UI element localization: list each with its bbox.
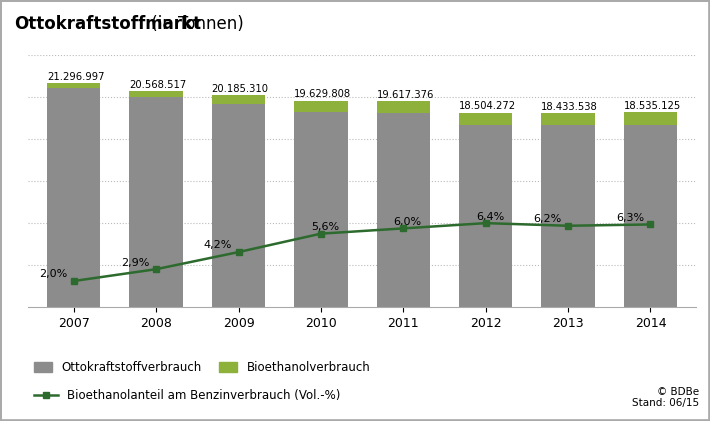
Text: 18.504.272: 18.504.272	[459, 101, 516, 111]
Bar	[47, 83, 101, 88]
Legend: Bioethanolanteil am Benzinverbrauch (Vol.-%): Bioethanolanteil am Benzinverbrauch (Vol…	[34, 389, 341, 402]
Bar	[376, 113, 430, 307]
Text: 20.185.310: 20.185.310	[212, 84, 268, 93]
Bar	[459, 112, 513, 125]
Text: 20.568.517: 20.568.517	[129, 80, 187, 90]
Text: 21.296.997: 21.296.997	[47, 72, 104, 82]
Bar	[459, 125, 513, 307]
Text: 19.629.808: 19.629.808	[294, 90, 351, 99]
Text: 4,2%: 4,2%	[204, 240, 232, 250]
Text: 2,9%: 2,9%	[121, 258, 150, 268]
Bar	[376, 101, 430, 113]
Bar	[541, 113, 595, 125]
Bar	[541, 125, 595, 307]
Text: (in Tonnen): (in Tonnen)	[146, 15, 244, 33]
Bar	[623, 112, 677, 125]
Text: 19.617.376: 19.617.376	[376, 90, 434, 100]
Bar	[212, 95, 266, 104]
Bar	[212, 104, 266, 307]
Text: 2,0%: 2,0%	[39, 269, 67, 280]
Text: 18.535.125: 18.535.125	[623, 101, 681, 111]
Text: 6,0%: 6,0%	[393, 217, 422, 227]
Text: 5,6%: 5,6%	[311, 222, 339, 232]
Bar	[47, 88, 101, 307]
Bar	[294, 112, 348, 307]
Bar	[129, 91, 183, 97]
Text: 6,4%: 6,4%	[476, 211, 504, 221]
Text: 6,3%: 6,3%	[616, 213, 644, 223]
Bar	[294, 101, 348, 112]
Text: 18.433.538: 18.433.538	[541, 102, 598, 112]
Text: 6,2%: 6,2%	[533, 214, 562, 224]
Bar	[129, 97, 183, 307]
Text: Ottokraftstoffmarkt: Ottokraftstoffmarkt	[14, 15, 201, 33]
Bar	[623, 125, 677, 307]
Text: © BDBe
Stand: 06/15: © BDBe Stand: 06/15	[632, 387, 699, 408]
